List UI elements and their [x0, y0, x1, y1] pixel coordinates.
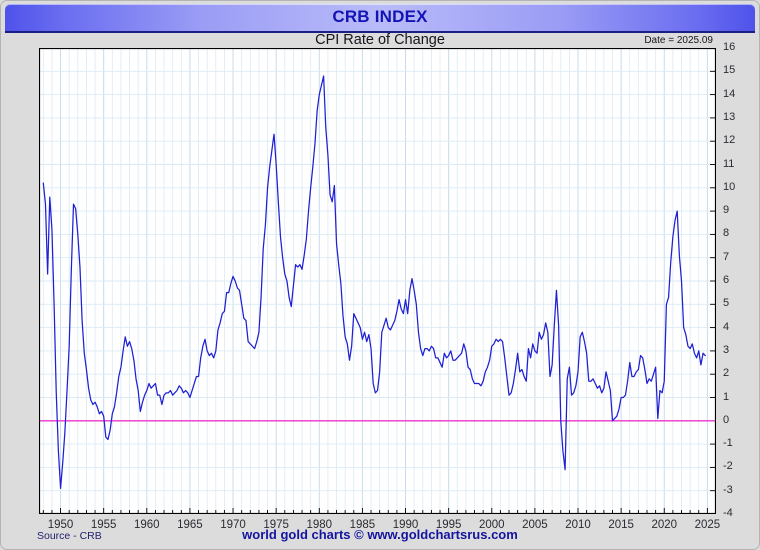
y-axis-tick-label: 0 — [723, 413, 730, 426]
x-axis-tick-label: 2005 — [522, 519, 548, 531]
y-axis-tick-label: 9 — [723, 204, 730, 217]
source-label: Source - CRB — [37, 530, 102, 542]
grid-major — [39, 48, 716, 514]
y-axis-tick-label: 11 — [723, 157, 735, 170]
y-axis-tick-label: -3 — [723, 483, 733, 496]
chart-svg — [39, 48, 716, 514]
x-axis-tick-label: 1995 — [435, 519, 462, 531]
page-title: CRB INDEX — [332, 7, 428, 26]
plot-area — [39, 48, 716, 514]
x-axis-tick-label: 1985 — [349, 519, 376, 531]
y-axis-tick-label: 7 — [723, 250, 730, 263]
x-axis-tick-label: 2010 — [565, 519, 591, 531]
y-axis-tick-label: -1 — [723, 437, 733, 450]
y-axis-tick-label: 4 — [723, 320, 730, 333]
window-title-bar: CRB INDEX — [5, 4, 755, 33]
x-axis-tick-label: 1975 — [263, 519, 289, 531]
x-axis-tick-label: 2000 — [478, 519, 505, 531]
chart-subtitle: CPI Rate of Change — [315, 32, 445, 48]
x-axis-tick-label: 1955 — [90, 519, 117, 531]
y-axis-tick-label: 16 — [723, 41, 736, 53]
y-axis-tick-label: 2 — [723, 367, 730, 380]
y-axis-tick-label: -2 — [723, 460, 733, 473]
y-axis-tick-label: 8 — [723, 227, 730, 240]
cpi-rate-of-change-line — [42, 75, 706, 489]
y-axis-tick-label: 15 — [723, 64, 736, 77]
x-axis-tick-label: 1990 — [392, 519, 419, 531]
y-axis-tick-label: 10 — [723, 180, 736, 193]
x-axis-tick-label: 2025 — [694, 519, 721, 531]
x-axis-tick-label: 1960 — [134, 519, 160, 531]
y-axis-tick-label: 6 — [723, 274, 730, 286]
x-axis-tick-label: 1950 — [47, 519, 74, 531]
y-axis-tick-label: 12 — [723, 134, 736, 147]
plot-border — [39, 48, 716, 514]
x-axis-tick-label: 2020 — [651, 519, 678, 531]
y-axis-tick-label: 1 — [723, 390, 730, 403]
y-axis-tick-label: 5 — [723, 297, 730, 310]
y-axis-tick-label: 14 — [723, 87, 736, 100]
credit-label: world gold charts © www.goldchartsrus.co… — [242, 527, 518, 542]
y-axis-tick-label: 13 — [723, 110, 736, 123]
x-axis-tick-label: 2015 — [608, 519, 634, 531]
x-axis-tick-label: 1970 — [220, 519, 246, 531]
y-axis-tick-label: -4 — [723, 507, 733, 519]
x-axis-tick-label: 1980 — [306, 519, 333, 531]
date-stamp: Date = 2025.09 — [644, 35, 713, 46]
x-axis-tick-label: 1965 — [177, 519, 203, 531]
y-axis-tick-label: 3 — [723, 343, 730, 356]
